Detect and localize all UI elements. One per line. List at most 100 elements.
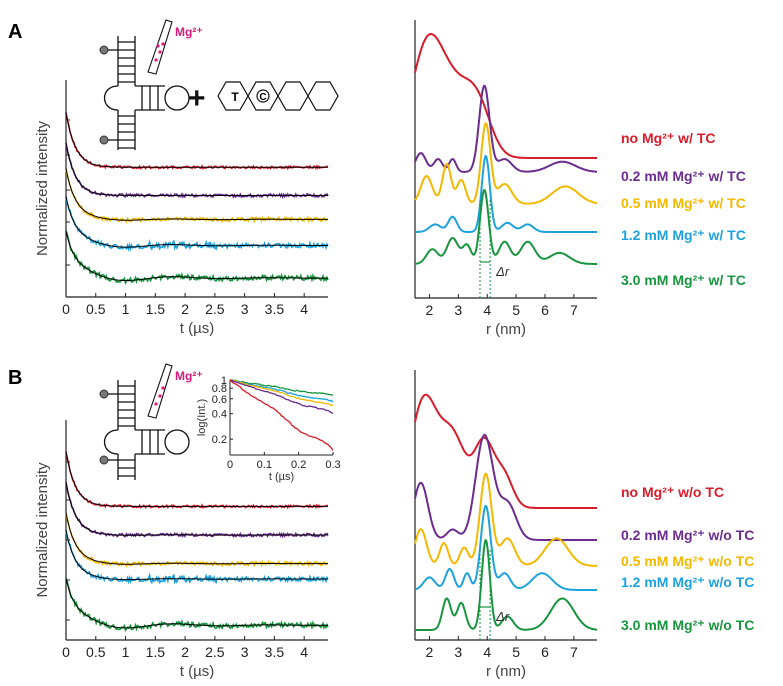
inset-x-tick-label: 0.3 [325, 459, 340, 471]
distribution-blue [414, 504, 597, 591]
inset-curve-red [229, 379, 334, 451]
spin-label-icon [99, 389, 109, 399]
x-tick-label: 0 [62, 301, 70, 317]
x-tick-label: 2 [426, 302, 434, 318]
fit-blue [65, 529, 328, 581]
delta-r-label: Δr [495, 609, 510, 624]
fit-red [65, 451, 328, 507]
panel-a-label: A [8, 21, 22, 43]
time-trace-plot: 0 0.5 1 1.5 2 2.5 3 3.5 4 t (µs) Normalized intens… [34, 80, 329, 337]
x-tick-label: 0.5 [86, 301, 106, 317]
inset-log-plot: 10.80.6 0.4 0.2 0 0.1 0.2 0.3 t (µs) log(Int.) [196, 375, 341, 483]
x-tick-label: 0 [62, 644, 70, 660]
x-tick-label: 4 [300, 301, 308, 317]
mg-ion-icon [154, 402, 158, 406]
series-label-purple: 0.2 mM Mg²⁺ w/ TC [621, 168, 746, 184]
series-label-red: no Mg²⁺ w/o TC [621, 484, 724, 500]
inset-y-tick-label: 0.4 [212, 409, 227, 421]
spin-label-icon [99, 135, 109, 145]
distribution-red [414, 32, 597, 159]
x-tick-label: 6 [541, 644, 549, 660]
x-tick-label: 1.5 [146, 301, 166, 317]
inset-x-tick-label: 0 [227, 459, 233, 471]
tc-molecule-icon [217, 81, 339, 111]
x-tick-label: 1 [122, 644, 130, 660]
y-axis-title: Normalized intensity [34, 462, 51, 598]
inset-curve-purple [230, 379, 334, 414]
mg-ion-icon [161, 42, 165, 46]
mg-label-b: Mg²⁺ [175, 369, 203, 383]
distribution-green [415, 538, 598, 631]
x-tick-label: 1 [122, 301, 130, 317]
x-tick-label: 7 [570, 644, 578, 660]
x-tick-label: 4 [300, 644, 308, 660]
x-tick-label: 3 [454, 302, 462, 318]
inset-x-tick-label: 0.1 [257, 459, 272, 471]
trace-green [65, 230, 329, 285]
time-trace-plot: 0 0.5 1 1.5 2 2.5 3 3.5 4 t (µs) Normalized intens… [34, 420, 329, 680]
distance-plot: 2 3 4 5 6 7 r (nm) no Mg²⁺ w/o TC 0.2 mM Mg²⁺ w/… [414, 370, 754, 680]
tc-letter-c: C [259, 92, 266, 103]
x-tick-label: 5 [512, 644, 520, 660]
fit-yellow [65, 512, 328, 565]
fit-blue [65, 196, 328, 248]
y-axis-title: Normalized intensity [34, 120, 51, 256]
inset-y-tick-label: 0.8 [212, 383, 227, 395]
fit-purple [65, 142, 328, 196]
plot-layer: 0 0.5 1 1.5 2 2.5 3 3.5 4 t (µs) Normalized intens… [34, 20, 754, 680]
panel-b-label: B [8, 367, 22, 389]
x-tick-label: 2 [181, 301, 189, 317]
inset-y-tick-label: 1 [221, 375, 227, 387]
series-label-blue: 1.2 mM Mg²⁺ w/ TC [621, 227, 746, 243]
x-tick-label: 2.5 [205, 644, 225, 660]
spin-label-icon [99, 45, 109, 55]
x-axis-title: t (µs) [180, 320, 214, 337]
x-tick-label: 7 [570, 302, 578, 318]
trace-yellow [65, 168, 329, 224]
distribution-yellow [414, 472, 597, 567]
trace-blue [65, 529, 329, 585]
x-tick-label: 2.5 [205, 301, 225, 317]
x-tick-label: 2 [181, 644, 189, 660]
x-tick-label: 5 [512, 302, 520, 318]
x-tick-label: 2 [426, 644, 434, 660]
rna-schematic-a [103, 36, 190, 150]
x-tick-label: 3 [241, 644, 249, 660]
inset-curve-yellow [229, 378, 333, 406]
series-label-green: 3.0 mM Mg²⁺ w/ TC [621, 272, 746, 288]
spin-label-icon [99, 455, 109, 465]
fit-purple [65, 481, 328, 536]
mg-ion-icon [156, 44, 160, 48]
x-axis-title: t (µs) [180, 663, 214, 680]
mg-ion-icon [158, 50, 162, 54]
inset-y-title: log(Int.) [196, 399, 208, 436]
trace-purple [65, 142, 329, 200]
distribution-red [414, 393, 597, 509]
plus-sign: + [188, 82, 206, 115]
trace-purple [65, 482, 329, 539]
distance-plot: 2 3 4 5 6 7 r (nm) no Mg²⁺ w/ TC 0.2 mM Mg²⁺ w/ … [414, 20, 746, 338]
tc-letter-t: T [231, 90, 239, 104]
series-label-blue: 1.2 mM Mg²⁺ w/o TC [621, 574, 754, 590]
distribution-green [415, 189, 597, 265]
inset-y-tick-label: 0.6 [212, 394, 227, 406]
series-label-yellow: 0.5 mM Mg²⁺ w/o TC [621, 553, 754, 569]
fit-green [65, 230, 328, 282]
distribution-blue [415, 154, 597, 233]
x-axis-title: r (nm) [486, 663, 526, 680]
mg-ion-icon [161, 386, 165, 390]
mg-label-a: Mg²⁺ [175, 25, 203, 39]
pipette-icon [147, 363, 173, 419]
rna-schematic-b [103, 380, 190, 480]
x-tick-label: 3.5 [265, 644, 285, 660]
fit-green [65, 578, 328, 629]
x-tick-label: 3 [241, 301, 249, 317]
x-tick-label: 4 [483, 302, 491, 318]
inset-x-title: t (µs) [269, 471, 294, 483]
x-tick-label: 3.5 [265, 301, 285, 317]
inset-curve-green [229, 379, 334, 396]
fit-red [65, 112, 328, 168]
trace-green [65, 577, 329, 633]
x-tick-label: 3 [454, 644, 462, 660]
